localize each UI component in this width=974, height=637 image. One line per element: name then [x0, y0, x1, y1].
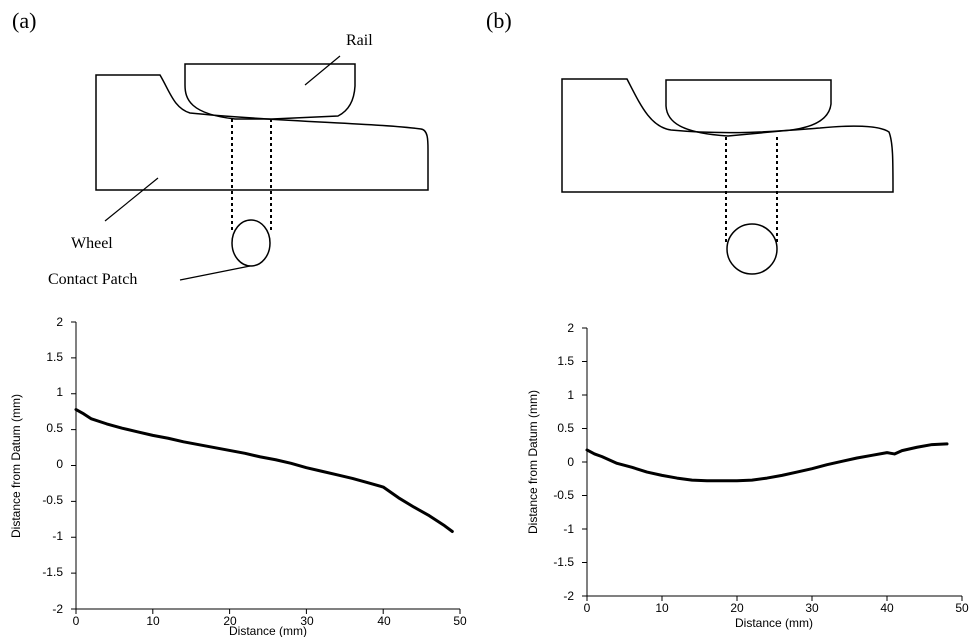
panel-label-b: (b): [486, 8, 512, 33]
x-tick-label: 10: [146, 614, 160, 628]
y-tick-label: 2: [56, 315, 63, 329]
rail-label: Rail: [346, 32, 373, 49]
x-axis-label-b: Distance (mm): [735, 616, 813, 630]
x-tick-label: 20: [730, 601, 744, 615]
contact-patch-b: [726, 223, 778, 275]
y-tick-label: 1.5: [557, 354, 574, 368]
x-tick-label: 0: [73, 614, 80, 628]
x-tick-label: 50: [955, 601, 969, 615]
y-tick-label: 0: [56, 457, 63, 471]
y-tick-label: -0.5: [42, 493, 63, 507]
y-tick-label: 0.5: [46, 421, 63, 435]
series-line: [585, 442, 949, 483]
y-tick-label: 1: [567, 388, 574, 402]
y-axis-label-a: Distance from Datum (mm): [9, 394, 23, 538]
series-layer-b: [585, 442, 949, 483]
x-ticks-a: [75, 609, 461, 614]
y-tick-label: 0.5: [557, 421, 574, 435]
y-tick-label: 1: [56, 385, 63, 399]
y-tick-label: -0.5: [553, 488, 574, 502]
y-ticks-a: [71, 321, 76, 610]
y-tick-label: 0: [567, 455, 574, 469]
x-tick-label: 40: [377, 614, 391, 628]
diagram-a: Rail Wheel Contact Patch: [48, 32, 429, 288]
wheel-leader-line: [104, 177, 159, 222]
y-tick-label: -1: [563, 522, 574, 536]
y-axis-label-b: Distance from Datum (mm): [526, 390, 540, 534]
y-tick-labels-a: 2 1.5 1 0.5 0 -0.5 -1 -1.5 -2: [42, 315, 63, 616]
wheel-label: Wheel: [71, 235, 113, 252]
y-tick-labels-b: 2 1.5 1 0.5 0 -0.5 -1 -1.5 -2: [553, 321, 574, 603]
diagram-b: [561, 78, 894, 275]
chart-b: 2 1.5 1 0.5 0 -0.5 -1 -1.5 -2 0 10 20 30…: [526, 321, 969, 630]
wheel-profile-b: [561, 78, 894, 193]
y-tick-label: -1: [52, 529, 63, 543]
series-line: [74, 408, 454, 534]
rail-head-a: [184, 63, 356, 120]
y-tick-label: -1.5: [553, 555, 574, 569]
panel-label-a: (a): [12, 8, 36, 33]
y-ticks-b: [582, 327, 587, 597]
rail-leader-line: [304, 55, 341, 86]
y-tick-label: -1.5: [42, 565, 63, 579]
x-tick-label: 0: [584, 601, 591, 615]
y-tick-label: -2: [563, 589, 574, 603]
series-layer-a: [74, 408, 454, 534]
x-tick-labels-a: 0 10 20 30 40 50: [73, 614, 467, 628]
x-tick-labels-b: 0 10 20 30 40 50: [584, 601, 969, 615]
contact-patch-a: [231, 219, 271, 267]
x-tick-label: 30: [805, 601, 819, 615]
chart-a: 2 1.5 1 0.5 0 -0.5 -1 -1.5 -2 0 10 20 30…: [9, 315, 467, 637]
x-tick-label: 30: [300, 614, 314, 628]
x-tick-label: 50: [453, 614, 467, 628]
y-tick-label: -2: [52, 602, 63, 616]
contact-patch-leader-line: [179, 265, 251, 281]
x-ticks-b: [586, 596, 963, 601]
x-axis-label-a: Distance (mm): [229, 624, 307, 637]
wheel-profile-a: [95, 74, 429, 191]
x-tick-label: 40: [880, 601, 894, 615]
x-tick-label: 10: [655, 601, 669, 615]
y-tick-label: 2: [567, 321, 574, 335]
contact-patch-label: Contact Patch: [48, 271, 137, 288]
y-tick-label: 1.5: [46, 350, 63, 364]
rail-head-b: [665, 79, 832, 137]
x-tick-label: 20: [223, 614, 237, 628]
